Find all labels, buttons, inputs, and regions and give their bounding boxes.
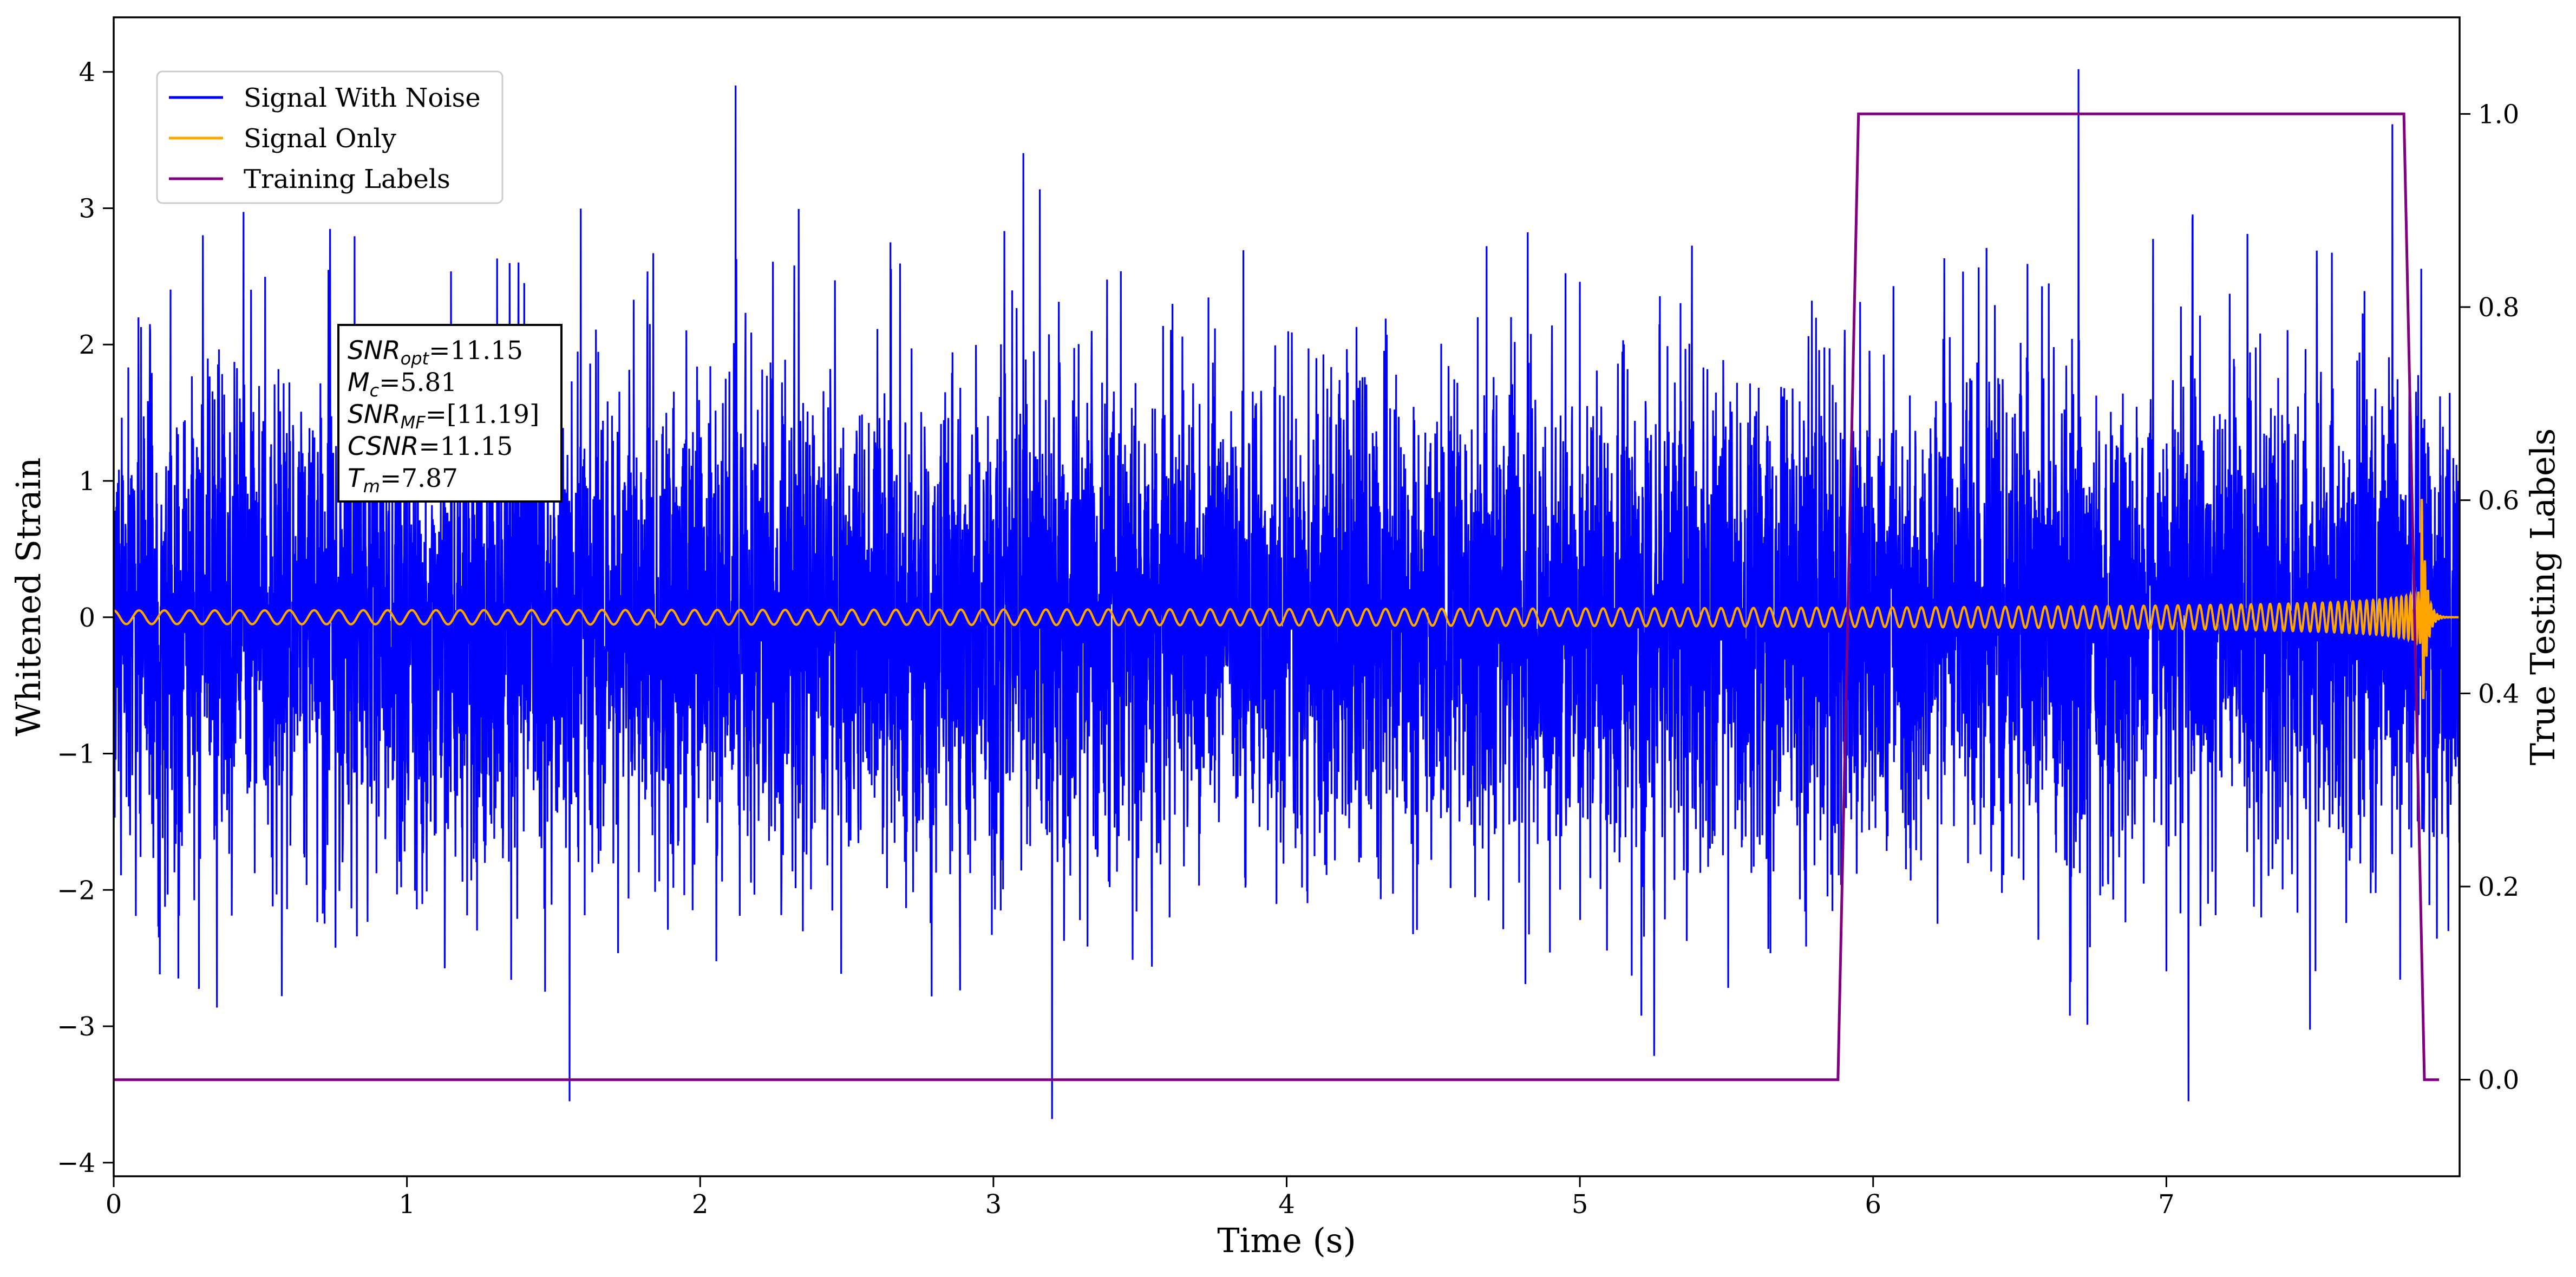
plot-layer (114, 69, 2460, 1119)
annotation-line: SNRMF=[11.19] (348, 400, 539, 433)
x-tick-label: 4 (1278, 1189, 1295, 1220)
y2-tick-label: 0.2 (2478, 872, 2519, 902)
y2-tick-label: 1.0 (2478, 99, 2519, 129)
annotation-value: =11.15 (429, 336, 523, 366)
annotation-subscript: MF (401, 412, 426, 433)
x-tick-label: 7 (2158, 1189, 2175, 1220)
annotation-subscript: c (370, 380, 380, 401)
annotation-symbol: SNR (348, 400, 401, 429)
annotation-value: =7.87 (380, 464, 458, 493)
y2-tick-label: 0.8 (2478, 292, 2519, 323)
x-tick-label: 3 (985, 1189, 1002, 1220)
annotation-value: =11.15 (419, 432, 513, 461)
series-signal-only (114, 499, 2460, 699)
annotation-line: Tm=7.87 (348, 464, 458, 497)
y-tick-label: 3 (79, 193, 95, 224)
annotation-symbol: M (348, 368, 370, 398)
annotation-subscript: m (363, 476, 380, 497)
annotation-symbol: SNR (348, 336, 401, 366)
y-axis-label: Whitened Strain (9, 458, 48, 737)
legend-label: Training Labels (244, 164, 450, 194)
annotation-subscript: opt (401, 348, 430, 369)
y-tick-label: 0 (79, 603, 95, 633)
x-tick-label: 5 (1572, 1189, 1588, 1220)
legend-label: Signal Only (244, 123, 396, 154)
x-tick-label: 6 (1865, 1189, 1881, 1220)
annotation-box: SNRopt=11.15Mc=5.81SNRMF=[11.19]CSNR=11.… (337, 324, 563, 503)
annotation-line: SNRopt=11.15 (348, 336, 523, 369)
series-training-labels (114, 112, 2440, 1081)
y2-tick-label: 0.6 (2478, 486, 2519, 516)
y2-axis-label: True Testing Labels (2523, 428, 2562, 766)
y-tick-label: −1 (57, 739, 95, 770)
x-axis-label: Time (s) (1217, 1221, 1356, 1260)
y-tick-label: −3 (57, 1012, 95, 1042)
legend-label: Signal With Noise (244, 83, 481, 113)
annotation-symbol: T (348, 464, 365, 493)
series-signal-with-noise (114, 69, 2460, 1119)
axes-layer: 0 1 2 3 4 5 6 7 −4 −3 −2 −1 0 1 2 3 4 0.0 0.2 0.4 0.6 0.8 1.0 T… (9, 16, 2562, 1260)
y2-tick-label: 0.0 (2478, 1065, 2519, 1096)
annotation-symbol: CSNR (348, 432, 419, 461)
annotation-line: Mc=5.81 (348, 368, 457, 401)
x-tick-label: 0 (106, 1189, 122, 1220)
annotation-value: =[11.19] (426, 400, 540, 429)
y-tick-label: −4 (57, 1148, 95, 1178)
y2-tick-label: 0.4 (2478, 679, 2519, 709)
y-tick-label: 2 (79, 330, 95, 360)
y-tick-label: −2 (57, 875, 95, 905)
annotation-value: =5.81 (379, 368, 457, 398)
legend-box (156, 70, 504, 204)
y-tick-label: 4 (79, 57, 95, 88)
annotation-frame (337, 324, 563, 503)
y-tick-label: 1 (79, 466, 95, 497)
x-tick-label: 1 (398, 1189, 415, 1220)
legend: Signal With Noise Signal Only Training Lab… (156, 70, 504, 204)
x-tick-label: 2 (692, 1189, 709, 1220)
annotation-line: CSNR=11.15 (348, 432, 513, 461)
